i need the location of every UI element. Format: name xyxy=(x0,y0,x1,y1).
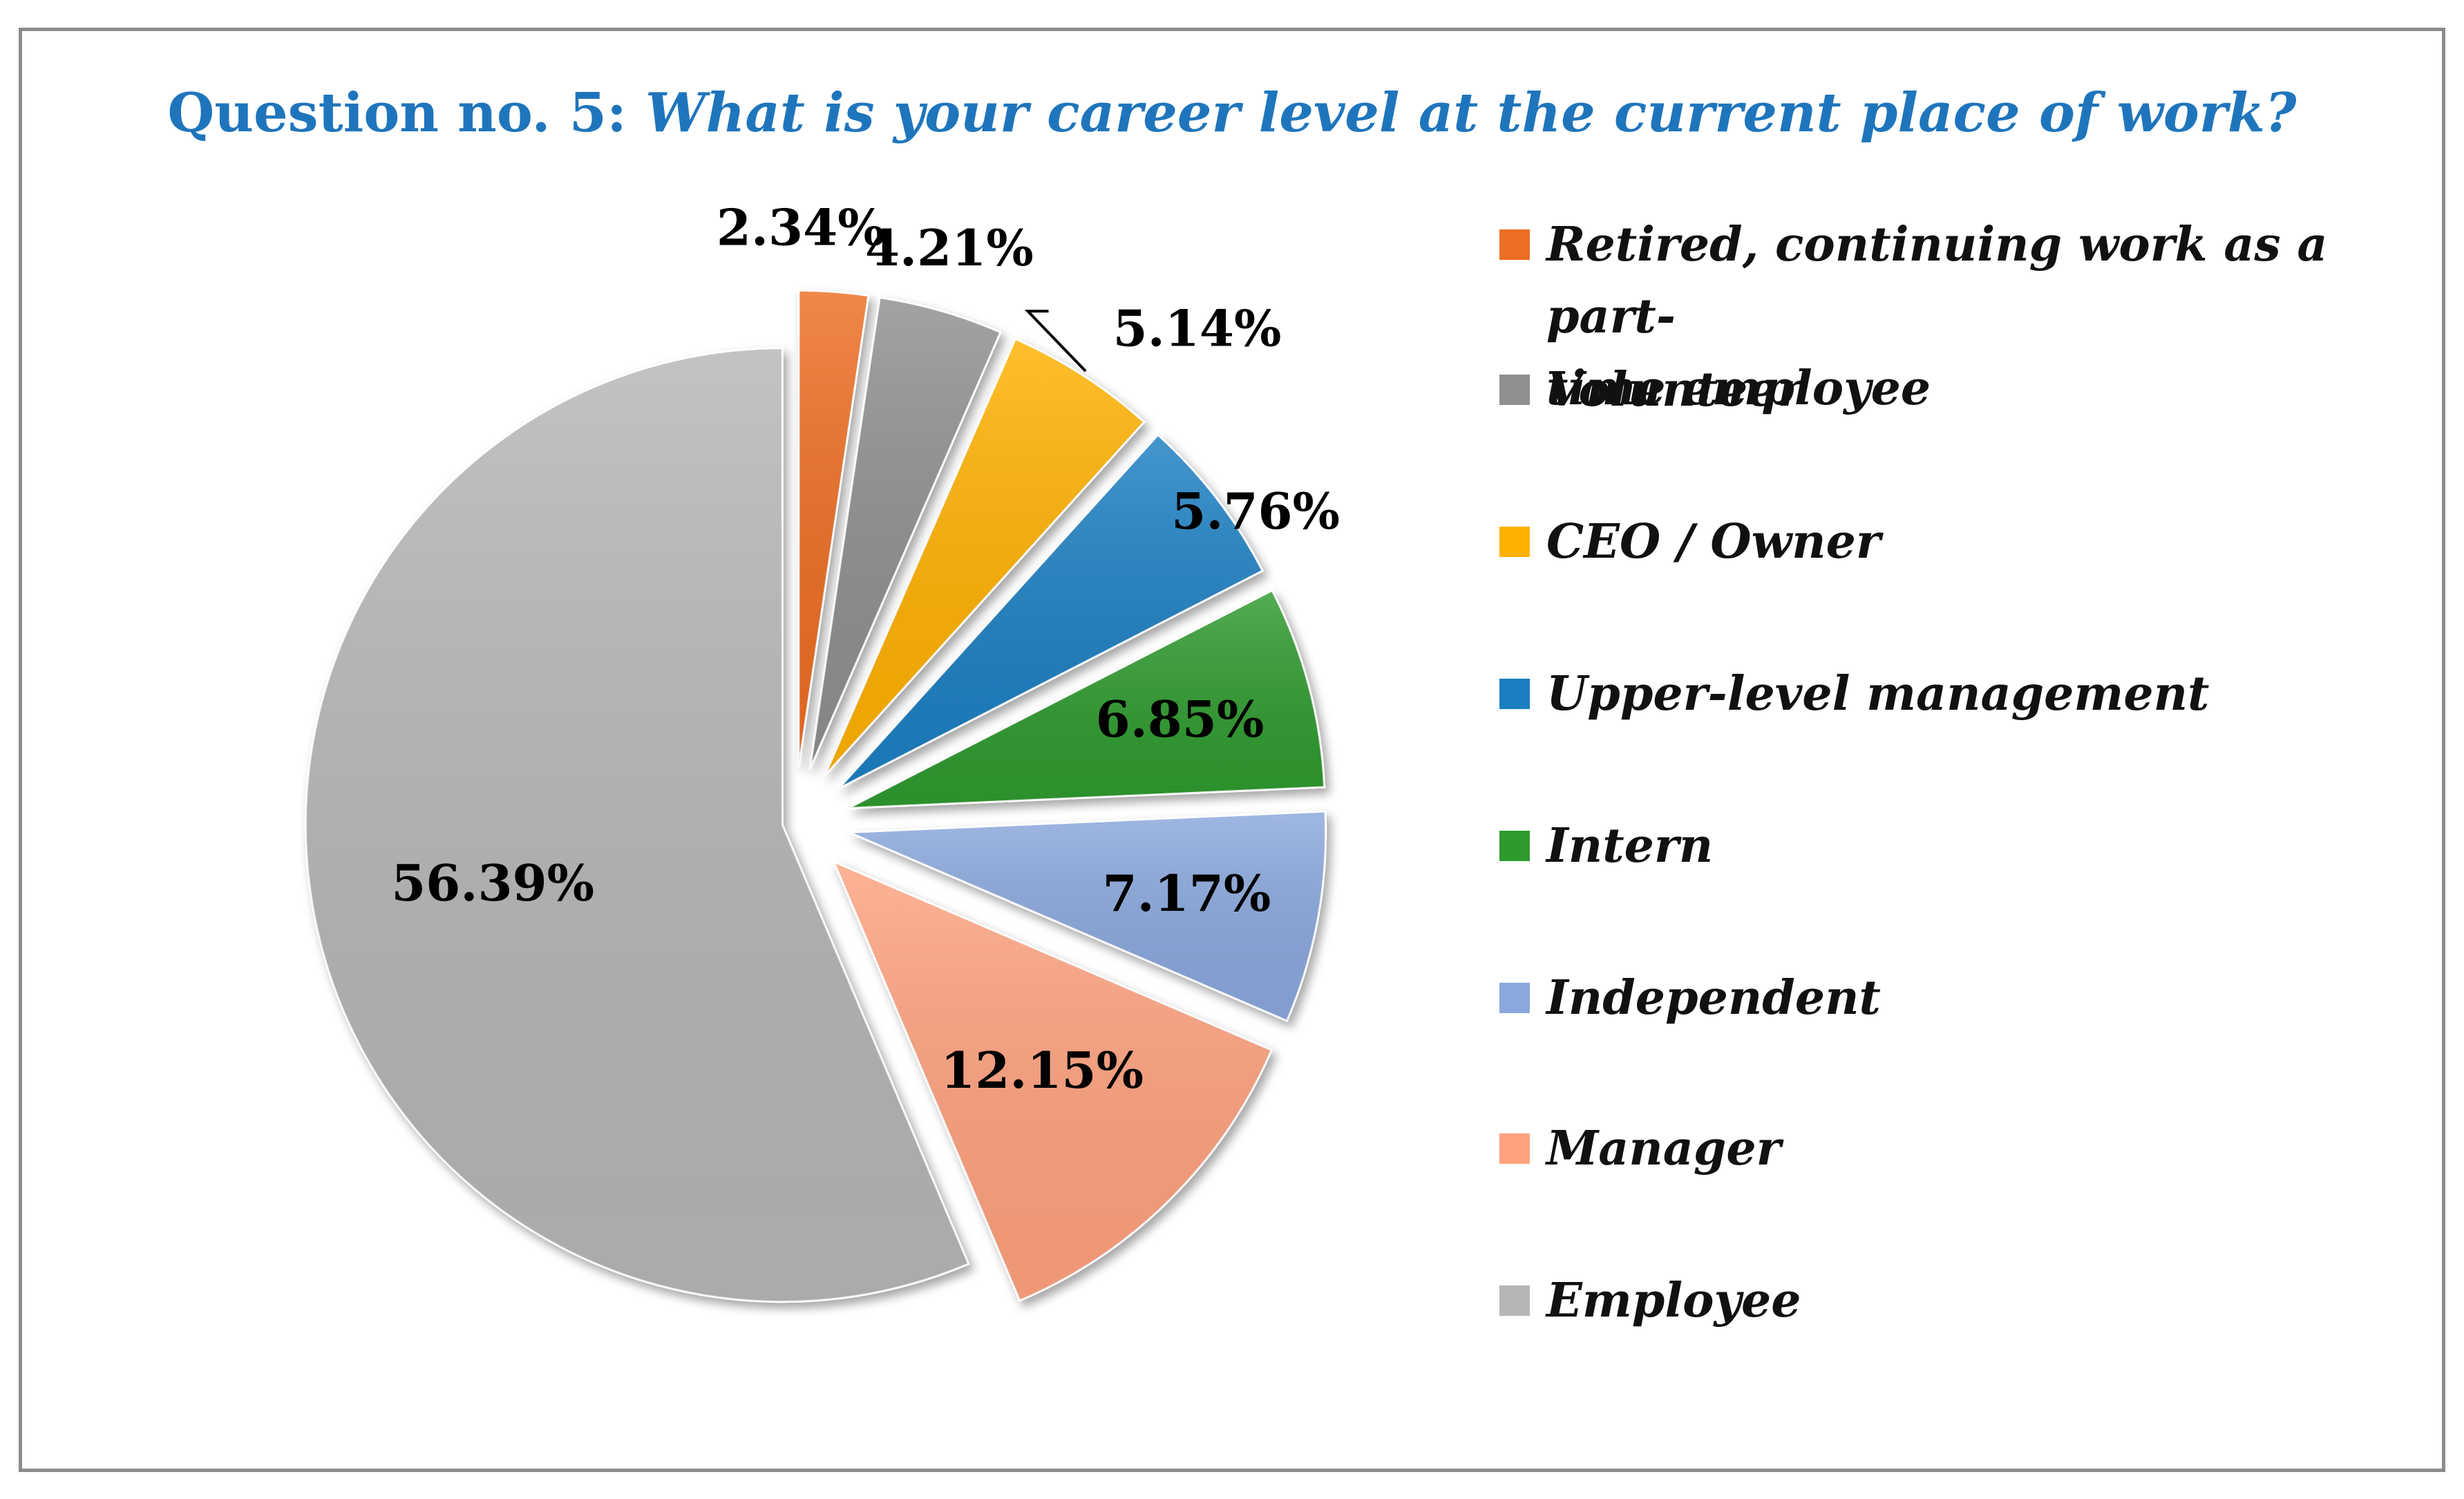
legend-label-line: Employee xyxy=(1546,1273,1801,1328)
legend-label-line: Intern xyxy=(1546,818,1714,874)
legend-swatch xyxy=(1499,1285,1530,1316)
legend-label: Volunteer xyxy=(1546,354,2362,426)
legend-label-line: Independent xyxy=(1546,970,1881,1026)
chart-title-prefix: Question no. 5: xyxy=(167,82,646,144)
legend-swatch xyxy=(1499,229,1530,260)
legend-label: Independent xyxy=(1546,962,2362,1034)
legend-swatch xyxy=(1499,983,1530,1013)
legend-label: Employee xyxy=(1546,1265,2362,1337)
slice-value-label-6: 7.17% xyxy=(1102,864,1271,923)
pie-slices xyxy=(304,289,1327,1303)
slice-value-label-7: 12.15% xyxy=(940,1041,1144,1100)
pie-slice-shading-2 xyxy=(810,297,1001,770)
legend-label-line: Volunteer xyxy=(1546,362,1803,417)
chart-title: Question no. 5: What is your career leve… xyxy=(0,82,2464,144)
slice-value-label-5: 6.85% xyxy=(1096,690,1264,748)
legend-label: Retired, continuing work as a part-time … xyxy=(1546,209,2362,424)
leader-line-ceo xyxy=(1024,310,1087,373)
legend-swatch xyxy=(1499,1133,1530,1164)
slice-value-label-1: 2.34% xyxy=(717,198,885,257)
legend-swatch xyxy=(1499,831,1530,861)
legend-swatch xyxy=(1499,375,1530,405)
legend-swatch xyxy=(1499,527,1530,557)
legend-label: Intern xyxy=(1546,810,2362,882)
slice-value-label-3: 5.14% xyxy=(1113,299,1282,357)
legend-swatch xyxy=(1499,679,1530,709)
leader-lines xyxy=(1024,310,1087,373)
pie-slice-shading-6 xyxy=(849,811,1326,1021)
pie-slice-shading-5 xyxy=(848,590,1325,809)
pie-slice-shading-1 xyxy=(798,290,869,768)
pie-slice-shading-7 xyxy=(833,861,1272,1301)
slice-value-label-8: 56.39% xyxy=(391,854,594,912)
legend-label: CEO / Owner xyxy=(1546,506,2362,578)
legend-label: Upper-level management xyxy=(1546,658,2362,730)
slice-labels: 2.34%4.21% 5.14% 5.76% 6.85% 7.17% 12.15% 56.3… xyxy=(391,198,1340,1100)
pie-slice-shading-4 xyxy=(838,435,1263,789)
legend-label-line: Manager xyxy=(1546,1121,1781,1176)
legend-label-line: time employee xyxy=(1546,361,1931,416)
pie-slice-shading-8 xyxy=(305,348,969,1302)
slice-value-label-2: 4.21% xyxy=(865,218,1034,277)
legend-label-line: Retired, continuing work as a part- xyxy=(1546,217,2328,344)
chart-title-question: What is your career level at the current… xyxy=(645,82,2297,144)
pie-slice-shading-3 xyxy=(824,339,1144,776)
legend-label: Manager xyxy=(1546,1113,2362,1185)
slice-value-label-4: 5.76% xyxy=(1171,482,1340,540)
legend-label-line: Upper-level management xyxy=(1546,666,2210,722)
legend-label-line: CEO / Owner xyxy=(1546,514,1881,569)
